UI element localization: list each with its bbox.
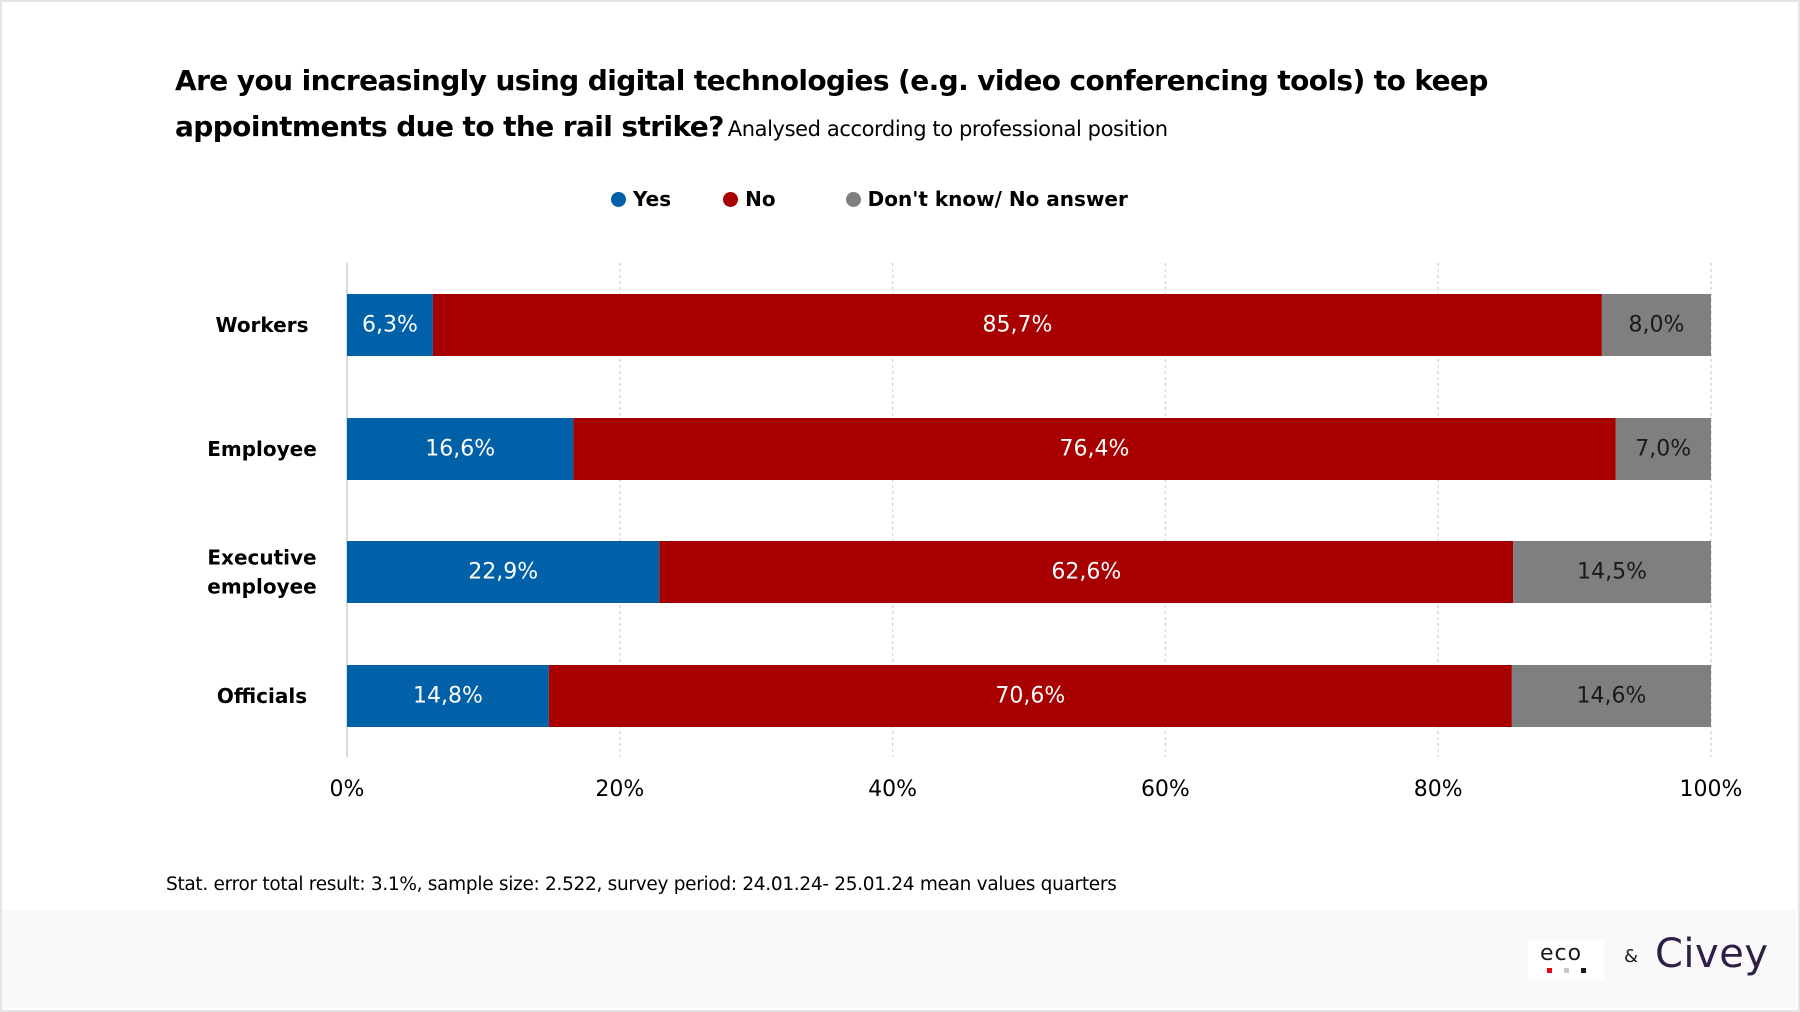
eco-logo-text: eco	[1540, 941, 1583, 966]
bar-segment-no	[573, 418, 1616, 480]
legend-item-no: No	[723, 187, 776, 211]
x-tick-label: 80%	[1414, 777, 1463, 802]
bar-segment-don-t-know-no-answer	[1511, 665, 1711, 727]
x-tick-label: 0%	[330, 777, 365, 802]
x-tick-label: 60%	[1141, 777, 1190, 802]
bar-value-label: 85,7%	[982, 313, 1052, 338]
bar-value-label: 70,6%	[995, 684, 1065, 709]
bar-segment-don-t-know-no-answer	[1513, 541, 1711, 603]
eco-logo-dot-black	[1581, 968, 1586, 973]
category-label: Executive	[207, 546, 316, 570]
legend-marker-yes	[611, 191, 626, 207]
bar-segment-no	[548, 665, 1512, 727]
x-tick-label: 40%	[868, 777, 917, 802]
footnote: Stat. error total result: 3.1%, sample s…	[166, 874, 1117, 895]
chart-title: Are you increasingly using digital techn…	[175, 64, 1488, 143]
bar-segment-don-t-know-no-answer	[1601, 294, 1711, 356]
chart-subtitle: Analysed according to professional posit…	[727, 117, 1168, 141]
bar-value-label: 16,6%	[425, 437, 495, 462]
category-label: Officials	[217, 684, 307, 708]
x-axis-ticks: 0% 20% 40% 60% 80% 100%	[330, 777, 1743, 802]
ampersand: &	[1624, 946, 1639, 967]
eco-logo-dot-gray	[1564, 968, 1569, 973]
bar-segment-no	[432, 294, 1602, 356]
bar-value-label: 14,6%	[1576, 684, 1646, 709]
x-tick-label: 100%	[1680, 777, 1743, 802]
category-label: employee	[207, 575, 316, 599]
bar-segment-yes	[347, 294, 433, 356]
bar-segment-yes	[347, 665, 549, 727]
bar-segment-yes	[347, 541, 660, 603]
legend-marker-dont-know	[845, 191, 861, 207]
bar-segment-yes	[347, 418, 574, 480]
bar-value-label: 76,4%	[1060, 437, 1130, 462]
bar-value-label: 14,8%	[413, 684, 483, 709]
bar-segment-don-t-know-no-answer	[1615, 418, 1711, 480]
bars	[347, 294, 1711, 727]
bar-value-label: 22,9%	[468, 560, 538, 585]
footer-band	[2, 910, 1796, 1008]
bar-value-label: 14,5%	[1577, 560, 1647, 585]
eco-logo: eco	[1528, 940, 1604, 979]
bar-value-label: 62,6%	[1051, 560, 1121, 585]
bar-segment-no	[659, 541, 1514, 603]
bar-value-label: 6,3%	[362, 313, 418, 338]
legend-label-no: No	[745, 187, 776, 211]
category-labels: Workers Employee Executive employee Official…	[207, 313, 317, 708]
legend-item-dont-know: Don't know/ No answer	[845, 187, 1128, 211]
bar-value-label: 8,0%	[1628, 313, 1684, 338]
legend: Yes No Don't know/ No answer	[611, 184, 1128, 214]
category-label: Workers	[215, 313, 308, 337]
civey-logo: Civey	[1655, 931, 1769, 977]
bar-labels: 6,3% 85,7% 8,0% 16,6% 76,4% 7,0% 22,9% 62,6% 14,…	[362, 313, 1691, 709]
category-label: Employee	[207, 437, 317, 461]
legend-label-dont-know: Don't know/ No answer	[867, 187, 1128, 211]
legend-item-yes: Yes	[611, 187, 671, 211]
chart-heading: Are you increasingly using digital techn…	[175, 60, 1575, 152]
legend-marker-no	[723, 191, 739, 207]
legend-label-yes: Yes	[633, 187, 672, 211]
bar-value-label: 7,0%	[1635, 437, 1691, 462]
x-tick-label: 20%	[595, 777, 644, 802]
eco-logo-dot-red	[1547, 968, 1552, 973]
